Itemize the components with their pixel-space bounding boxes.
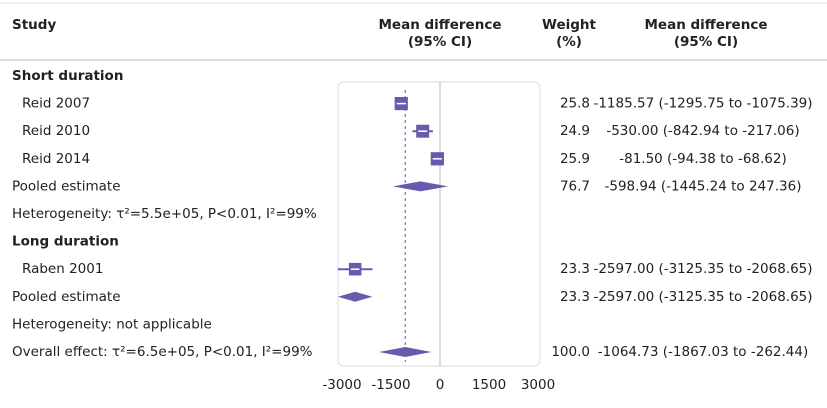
- header-plot: (95% CI): [408, 34, 472, 50]
- overall-label: Overall effect: τ²=6.5e+05, P<0.01, I²=9…: [12, 344, 313, 360]
- x-tick-label: -3000: [322, 377, 361, 393]
- plot-frame: [337, 81, 541, 367]
- x-tick-label: 1500: [472, 377, 506, 393]
- header-study: Study: [12, 17, 56, 33]
- heterogeneity: Heterogeneity: τ²=5.5e+05, P<0.01, I²=99…: [12, 206, 317, 222]
- study-label: Raben 2001: [22, 261, 103, 277]
- weight: 23.3: [560, 289, 590, 305]
- weight: 25.8: [560, 96, 590, 112]
- x-tick-label: 0: [436, 377, 445, 393]
- heterogeneity: Heterogeneity: not applicable: [12, 316, 212, 332]
- ci-label: -2597.00 (-3125.35 to -2068.65): [593, 289, 812, 305]
- header-plot: Mean difference: [379, 17, 502, 33]
- header-weight: (%): [556, 34, 582, 50]
- ci-label: -1185.57 (-1295.75 to -1075.39): [593, 96, 812, 112]
- group-label: Long duration: [12, 234, 119, 250]
- study-label: Reid 2007: [22, 96, 90, 112]
- x-tick-label: -1500: [371, 377, 410, 393]
- x-tick-label: 3000: [521, 377, 555, 393]
- ci-label: -1064.73 (-1867.03 to -262.44): [598, 344, 808, 360]
- header-ci: Mean difference: [645, 17, 768, 33]
- weight: 24.9: [560, 123, 590, 139]
- diamond: [392, 181, 449, 192]
- pooled-label: Pooled estimate: [12, 289, 121, 305]
- study-label: Reid 2010: [22, 123, 90, 139]
- ci-label: -81.50 (-94.38 to -68.62): [619, 151, 787, 167]
- header-ci: (95% CI): [674, 34, 738, 50]
- weight: 76.7: [560, 178, 590, 194]
- ci-label: -530.00 (-842.94 to -217.06): [606, 123, 799, 139]
- ci-label: -598.94 (-1445.24 to 247.36): [604, 178, 801, 194]
- group-label: Short duration: [12, 68, 123, 84]
- ci-label: -2597.00 (-3125.35 to -2068.65): [593, 261, 812, 277]
- header-weight: Weight: [542, 17, 596, 33]
- weight: 23.3: [560, 261, 590, 277]
- diamond: [379, 347, 432, 357]
- diamond: [337, 291, 373, 302]
- weight: 25.9: [560, 151, 590, 167]
- pooled-label: Pooled estimate: [12, 178, 121, 194]
- weight: 100.0: [551, 344, 590, 360]
- study-label: Reid 2014: [22, 151, 90, 167]
